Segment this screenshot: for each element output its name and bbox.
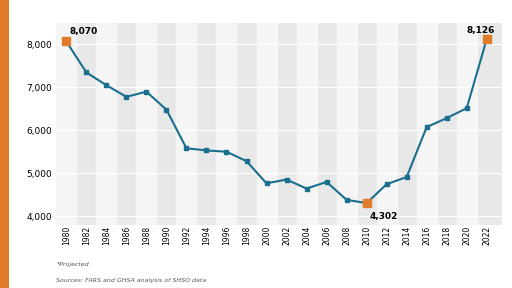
Bar (96, 23, 116, 225)
Text: *Projected: *Projected (56, 262, 89, 267)
Bar (177, 23, 197, 225)
Bar (336, 23, 357, 225)
Bar (457, 23, 477, 225)
Bar (296, 23, 316, 225)
Text: 8,126: 8,126 (467, 26, 495, 35)
Bar (56, 23, 76, 225)
Bar (217, 23, 237, 225)
Text: 4,302: 4,302 (370, 212, 398, 221)
Bar (417, 23, 437, 225)
Bar (257, 23, 276, 225)
Bar (377, 23, 397, 225)
Bar (136, 23, 157, 225)
Text: Sources: FARS and GHSA analysis of SHSO data: Sources: FARS and GHSA analysis of SHSO … (56, 278, 206, 283)
Text: 8,070: 8,070 (69, 27, 98, 36)
